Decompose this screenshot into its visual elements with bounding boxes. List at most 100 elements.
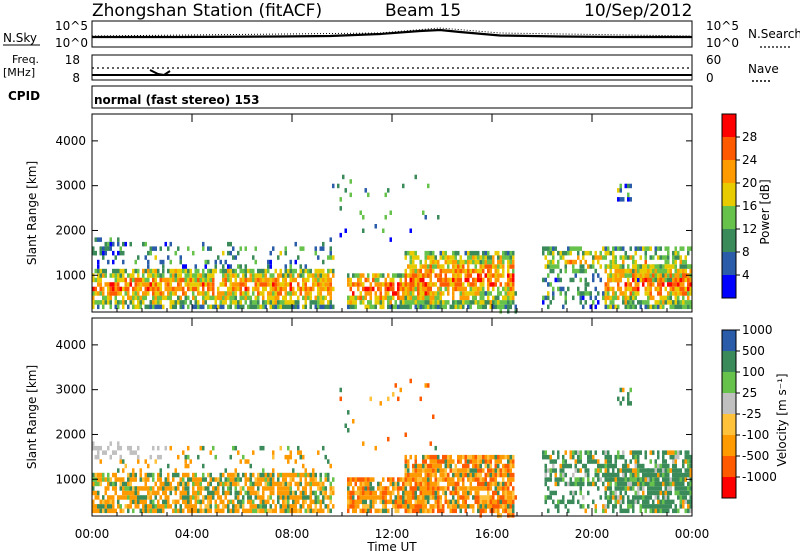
echo-cell — [582, 291, 585, 296]
echo-cell — [437, 291, 440, 296]
echo-cell — [92, 481, 95, 487]
echo-cell — [362, 499, 365, 505]
echo-cell — [332, 504, 335, 509]
echo-cell — [167, 472, 170, 478]
echo-cell — [424, 264, 427, 269]
echo-cell — [202, 304, 205, 310]
echo-cell — [394, 504, 397, 509]
echo-cell — [412, 504, 415, 509]
echo-cell — [164, 486, 167, 491]
echo-cell — [274, 481, 277, 487]
echo-cell — [299, 490, 302, 496]
echo-cell — [549, 454, 552, 460]
echo-cell — [174, 268, 177, 274]
echo-cell — [362, 504, 365, 509]
echo-cell — [99, 268, 102, 274]
echo-cell — [244, 264, 247, 269]
echo-cell — [157, 300, 160, 305]
echo-cell — [159, 273, 162, 278]
echo-cell — [184, 472, 187, 478]
echo-cell — [664, 246, 667, 251]
colorbar-swatch — [722, 456, 736, 477]
echo-cell — [642, 300, 645, 305]
echo-cell — [134, 268, 137, 274]
echo-cell — [454, 264, 457, 269]
echo-cell — [687, 499, 690, 505]
echo-cell — [312, 508, 315, 514]
echo-cell — [452, 264, 455, 269]
echo-cell — [382, 495, 385, 500]
echo-cell — [242, 495, 245, 500]
echo-cell — [252, 277, 255, 283]
echo-cell — [664, 300, 667, 305]
echo-cell — [639, 477, 642, 482]
echo-cell — [482, 300, 485, 305]
echo-cell — [489, 508, 492, 514]
echo-cell — [492, 273, 495, 278]
echo-cell — [324, 504, 327, 509]
echo-cell — [414, 490, 417, 496]
echo-cell — [434, 486, 437, 491]
echo-cell — [129, 273, 132, 278]
echo-cell — [249, 481, 252, 487]
echo-cell — [314, 282, 317, 287]
echo-cell — [294, 291, 297, 296]
echo-cell — [639, 268, 642, 274]
echo-cell — [257, 472, 260, 478]
echo-cell — [634, 291, 637, 296]
echo-cell — [152, 499, 155, 505]
echo-cell — [292, 300, 295, 305]
echo-cell — [392, 304, 395, 310]
echo-cell — [184, 282, 187, 287]
echo-cell — [414, 508, 417, 514]
echo-cell — [684, 268, 687, 274]
echo-cell — [152, 282, 155, 287]
echo-cell — [364, 277, 367, 283]
echo-cell — [594, 255, 597, 260]
echo-cell — [574, 490, 577, 496]
echo-cell — [454, 259, 457, 265]
echo-cell — [232, 268, 235, 274]
echo-cell — [139, 468, 142, 473]
echo-cell — [317, 282, 320, 287]
echo-cell — [634, 250, 637, 256]
echo-cell — [474, 282, 477, 287]
echo-cell — [542, 300, 545, 305]
echo-cell — [177, 273, 180, 278]
echo-cell — [412, 255, 415, 260]
echo-cell — [192, 282, 195, 287]
echo-cell — [199, 291, 202, 296]
echo-cell — [289, 282, 292, 287]
echo-cell — [617, 246, 620, 251]
echo-cell — [239, 282, 242, 287]
echo-cell — [502, 286, 505, 292]
echo-cell — [277, 295, 280, 301]
echo-cell — [167, 463, 170, 469]
echo-cell — [652, 477, 655, 482]
echo-cell — [507, 504, 510, 509]
echo-cell — [189, 495, 192, 500]
echo-cell — [137, 495, 140, 500]
echo-cell — [652, 277, 655, 283]
echo-cell — [407, 508, 410, 514]
echo-cell — [499, 504, 502, 509]
echo-cell — [269, 273, 272, 278]
echo-cell — [502, 472, 505, 478]
echo-cell — [619, 477, 622, 482]
echo-cell — [237, 286, 240, 292]
echo-cell — [242, 499, 245, 505]
echo-cell — [154, 459, 157, 464]
echo-cell — [234, 495, 237, 500]
echo-cell — [592, 273, 595, 278]
echo-cell — [632, 295, 635, 301]
echo-cell — [419, 264, 422, 269]
echo-cell — [469, 259, 472, 265]
echo-cell — [472, 454, 475, 460]
echo-cell — [627, 499, 630, 505]
echo-cell — [654, 477, 657, 482]
echo-cell — [467, 295, 470, 301]
echo-cell — [284, 304, 287, 310]
echo-cell — [467, 300, 470, 305]
echo-cell — [507, 255, 510, 260]
echo-cell — [554, 264, 557, 269]
